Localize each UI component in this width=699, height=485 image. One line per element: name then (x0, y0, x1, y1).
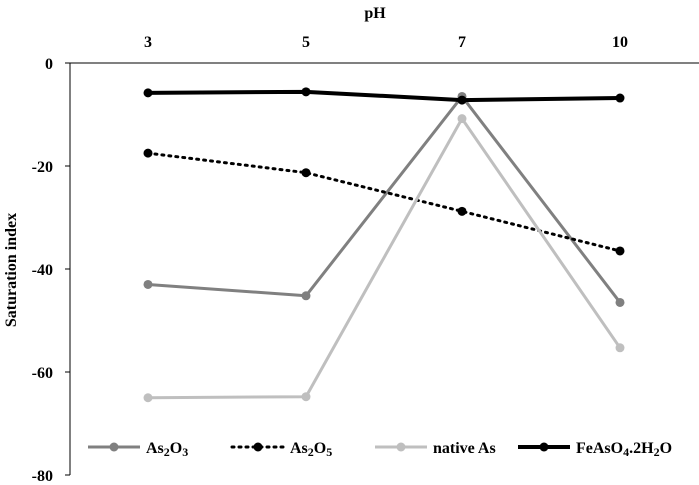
y-tick-labels: 0 -20 -40 -60 -80 (32, 56, 70, 485)
x-tick-labels: 3 5 7 10 (144, 34, 628, 51)
x-tick-label: 3 (144, 34, 152, 51)
data-point (143, 393, 153, 403)
legend-label: native As (433, 440, 496, 457)
legend-item: As2O5 (230, 440, 332, 459)
data-point (615, 93, 625, 103)
data-point (301, 168, 311, 178)
legend-swatch-marker (109, 442, 119, 452)
data-point (143, 279, 153, 289)
y-tick-label: -60 (32, 365, 53, 382)
legend-swatch-marker (396, 442, 406, 452)
data-point (301, 392, 311, 402)
x-tick-label: 7 (458, 34, 466, 51)
data-point (457, 95, 467, 105)
data-point (615, 246, 625, 256)
series-1 (143, 148, 625, 256)
legend-label: As2O5 (290, 440, 332, 459)
data-point (457, 206, 467, 216)
x-tick-label: 5 (302, 34, 310, 51)
data-point (143, 88, 153, 98)
series-3 (143, 87, 625, 105)
legend-label: As2O3 (146, 440, 188, 459)
series-2 (143, 114, 625, 403)
legend-swatch-marker (253, 442, 263, 452)
x-tick-label: 10 (612, 34, 628, 51)
series-0 (143, 91, 625, 307)
legend-item: As2O3 (88, 440, 188, 459)
data-point (615, 343, 625, 353)
legend-item: native As (375, 440, 496, 457)
data-point (301, 87, 311, 97)
y-tick-label: -20 (32, 159, 53, 176)
series-line (147, 89, 621, 103)
y-tick-label: -40 (32, 262, 53, 279)
x-axis-title: pH (364, 5, 386, 22)
y-tick-label: 0 (45, 56, 53, 73)
y-axis-title: Saturation index (3, 213, 20, 327)
data-point (457, 114, 467, 124)
legend-label: FeAsO4.2H2O (576, 440, 672, 459)
series-line (147, 117, 622, 400)
data-point (143, 148, 153, 158)
legend-swatch-marker (539, 442, 549, 452)
legend-item: FeAsO4.2H2O (518, 440, 672, 459)
legend: As2O3 As2O5 native As FeAsO4.2H2O (88, 440, 672, 459)
y-tick-label: -80 (32, 468, 53, 485)
series-line (146, 151, 622, 253)
data-point (301, 291, 311, 301)
data-point (615, 297, 625, 307)
series-line (147, 94, 622, 304)
series-layer (143, 87, 625, 403)
